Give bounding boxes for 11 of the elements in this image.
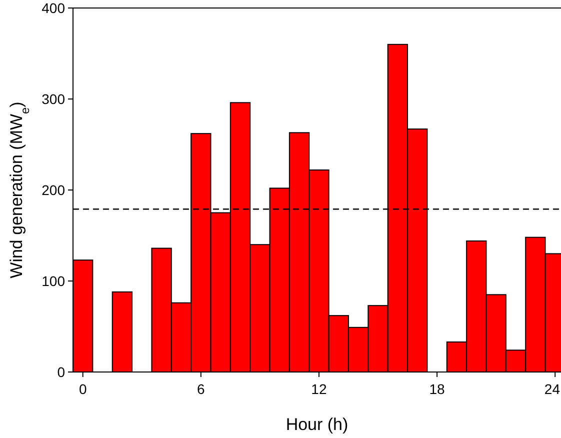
- y-tick-label: 400: [42, 0, 66, 16]
- y-tick-label: 0: [57, 364, 66, 380]
- x-tick-label: 12: [311, 381, 327, 397]
- y-tick-label: 300: [42, 90, 66, 107]
- x-tick-label: 18: [429, 381, 446, 397]
- x-tick-label: 24: [544, 381, 560, 397]
- x-axis-title: Hour (h): [286, 415, 348, 434]
- y-tick-label: 200: [42, 182, 66, 198]
- x-tick-label: 6: [197, 381, 206, 397]
- y-tick-label: 100: [42, 272, 66, 289]
- x-tick-label: 0: [78, 381, 87, 397]
